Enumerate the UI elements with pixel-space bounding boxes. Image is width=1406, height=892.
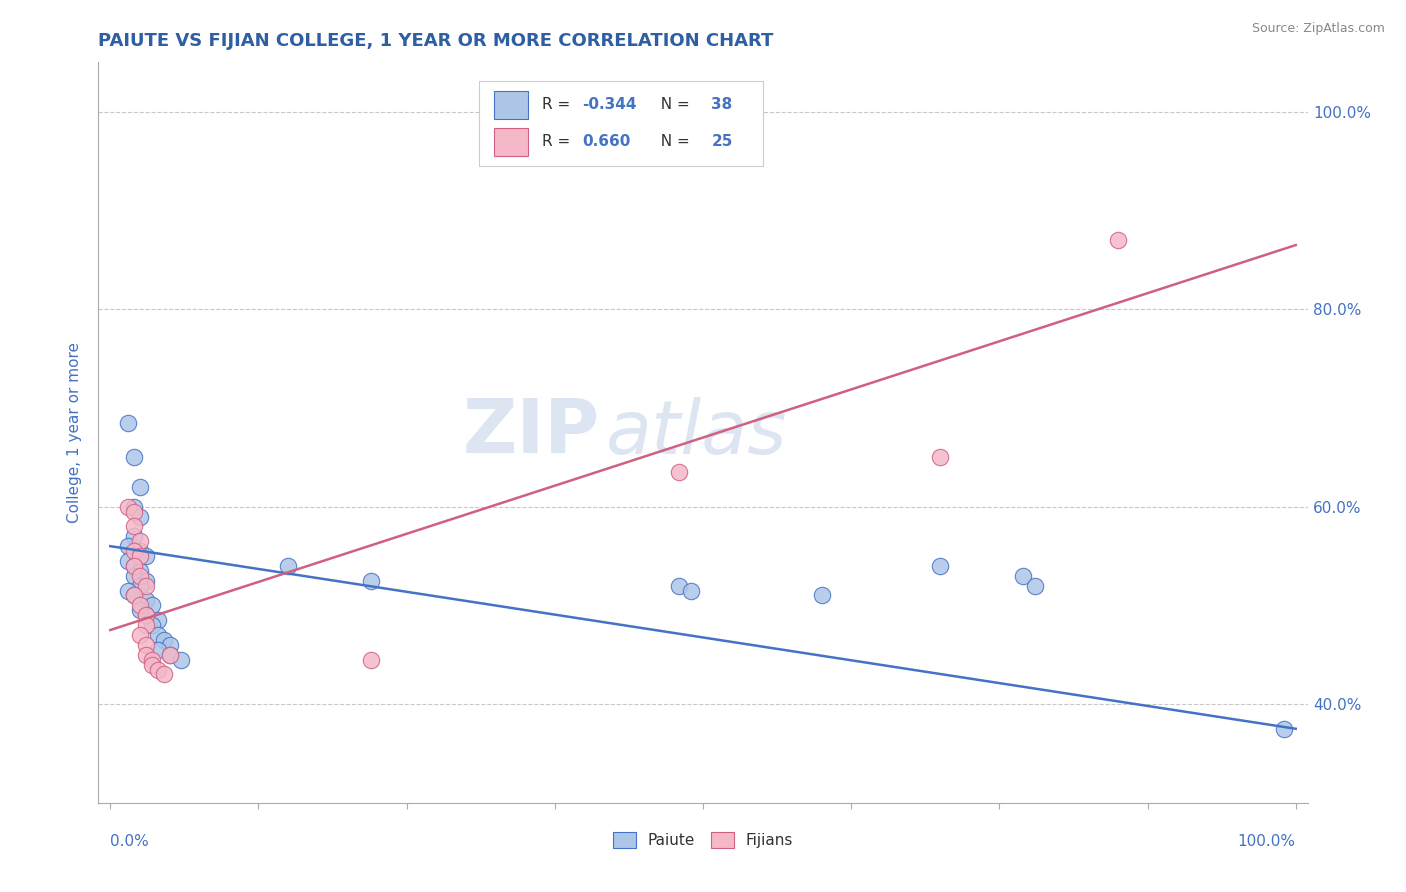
Point [122,544,145,558]
Point [146,642,169,657]
Point [152,632,174,647]
Point [129,579,152,593]
Point [141,599,163,613]
Point [141,657,163,672]
Point [159,648,181,662]
Point [360,653,382,667]
Legend: Paiute, Fijians: Paiute, Fijians [607,826,799,855]
FancyBboxPatch shape [479,81,763,166]
Point [129,534,152,549]
Point [152,667,174,681]
Point [117,539,139,553]
Text: 0.660: 0.660 [582,134,630,149]
Point [1024,579,1046,593]
Point [159,648,181,662]
Point [1012,568,1035,582]
Point [117,500,139,514]
Text: N =: N = [651,97,695,112]
Point [135,608,157,623]
Point [135,549,157,563]
Point [117,416,139,430]
Point [277,558,299,573]
Point [668,579,690,593]
Text: R =: R = [543,97,575,112]
Text: 25: 25 [711,134,733,149]
Y-axis label: College, 1 year or more: College, 1 year or more [67,343,83,523]
Point [135,608,157,623]
Point [129,480,152,494]
Text: Source: ZipAtlas.com: Source: ZipAtlas.com [1251,22,1385,36]
Point [122,519,145,533]
Point [360,574,382,588]
Point [141,653,163,667]
Point [146,613,169,627]
Point [135,648,157,662]
Text: 0.0%: 0.0% [110,834,149,849]
Point [141,618,163,632]
Point [129,564,152,578]
Point [810,589,832,603]
Point [170,653,193,667]
Point [117,583,139,598]
Point [122,450,145,465]
Point [122,558,145,573]
Point [122,589,145,603]
Text: PAIUTE VS FIJIAN COLLEGE, 1 YEAR OR MORE CORRELATION CHART: PAIUTE VS FIJIAN COLLEGE, 1 YEAR OR MORE… [98,32,773,50]
Point [135,593,157,607]
Point [159,638,181,652]
Point [135,638,157,652]
Point [135,618,157,632]
Point [129,603,152,617]
Text: R =: R = [543,134,581,149]
Point [1107,233,1129,247]
Point [117,554,139,568]
Point [146,628,169,642]
Point [129,509,152,524]
Point [129,599,152,613]
Point [135,579,157,593]
Text: -0.344: -0.344 [582,97,637,112]
Point [129,549,152,563]
Point [129,628,152,642]
Text: N =: N = [651,134,695,149]
Point [122,568,145,582]
Point [1272,722,1295,736]
Point [122,589,145,603]
Point [929,450,952,465]
Point [122,500,145,514]
Text: ZIP: ZIP [463,396,600,469]
Text: 100.0%: 100.0% [1237,834,1296,849]
Point [146,663,169,677]
Bar [494,128,527,156]
Point [122,505,145,519]
Point [122,529,145,543]
Point [135,574,157,588]
Point [129,544,152,558]
Point [681,583,703,598]
Point [929,558,952,573]
Point [668,465,690,479]
Point [122,558,145,573]
Text: 38: 38 [711,97,733,112]
Point [129,568,152,582]
Text: atlas: atlas [606,397,787,468]
Bar [494,91,527,119]
